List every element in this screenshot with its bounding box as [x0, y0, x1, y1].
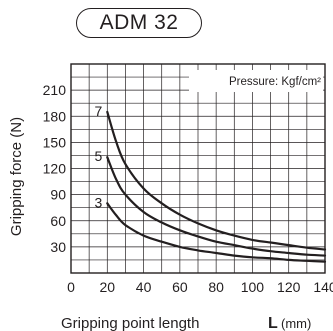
series-label-5: 5	[94, 148, 102, 164]
y-tick-label: 150	[43, 134, 67, 150]
y-tick-label: 120	[43, 161, 67, 177]
y-tick-label: 210	[43, 82, 67, 98]
series-layer: 7 5 3	[94, 103, 327, 263]
series-line-3	[106, 202, 327, 263]
annotation-box	[189, 70, 323, 92]
y-axis-label: Gripping force (N)	[8, 117, 25, 236]
x-tick-labels: 0 20 40 60 80 100 120 140	[67, 279, 333, 295]
x-axis-unit: (mm)	[281, 316, 311, 331]
series-label-3: 3	[94, 194, 102, 210]
plot-frame	[70, 63, 326, 274]
series-line-5	[106, 156, 327, 257]
x-tick-label: 20	[99, 279, 115, 295]
x-axis-label: Gripping point length	[61, 315, 199, 331]
y-tick-label: 60	[50, 213, 66, 229]
x-tick-label: 0	[67, 279, 75, 295]
y-tick-label: 30	[50, 239, 66, 255]
y-tick-label: 180	[43, 108, 67, 124]
series-line-7	[106, 110, 327, 251]
x-tick-label: 120	[277, 279, 301, 295]
x-tick-label: 40	[136, 279, 152, 295]
x-tick-label: 80	[208, 279, 224, 295]
series-label-7: 7	[94, 103, 102, 119]
x-axis-unit-letter: L	[268, 315, 278, 331]
model-badge: ADM 32	[76, 8, 202, 38]
x-tick-label: 60	[172, 279, 188, 295]
y-tick-label: 90	[50, 187, 66, 203]
pressure-annotation: Pressure: Kgf/cm²	[229, 76, 321, 88]
y-tick-labels: 30 60 90 120 150 180 210	[43, 82, 67, 255]
grid	[71, 64, 325, 273]
x-tick-label: 100	[241, 279, 265, 295]
x-tick-label: 140	[313, 279, 333, 295]
